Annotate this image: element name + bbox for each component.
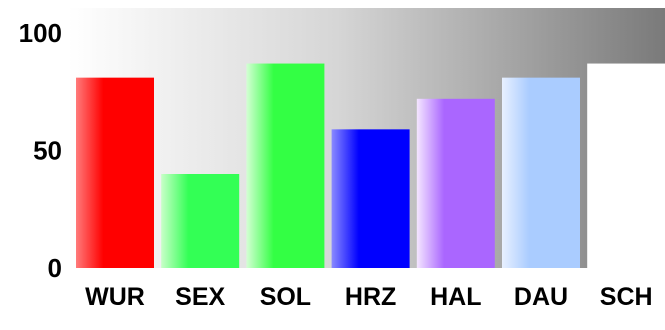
x-tick-label: HAL: [430, 283, 481, 311]
bar-sex: [161, 174, 240, 268]
bars-layer: [76, 63, 665, 269]
x-tick-label: SCH: [600, 283, 653, 311]
bar-hrz: [331, 129, 410, 268]
x-axis-ticks: WUR SEX SOL HRZ HAL DAU SCH: [85, 283, 652, 311]
y-tick-label: 0: [48, 253, 62, 283]
x-tick-label: HRZ: [345, 283, 396, 311]
bar-sch: [587, 63, 665, 268]
y-tick-label: 100: [19, 18, 62, 48]
y-tick-label: 50: [33, 136, 62, 166]
bar-dau: [502, 77, 580, 269]
bar-hal: [416, 98, 495, 268]
bar-wur: [76, 77, 154, 269]
bar-sol: [246, 63, 325, 268]
x-tick-label: SOL: [260, 283, 311, 311]
y-axis-ticks: 0 50 100: [19, 18, 62, 283]
x-tick-label: SEX: [175, 283, 225, 311]
x-tick-label: WUR: [85, 283, 145, 311]
x-tick-label: DAU: [514, 283, 568, 311]
